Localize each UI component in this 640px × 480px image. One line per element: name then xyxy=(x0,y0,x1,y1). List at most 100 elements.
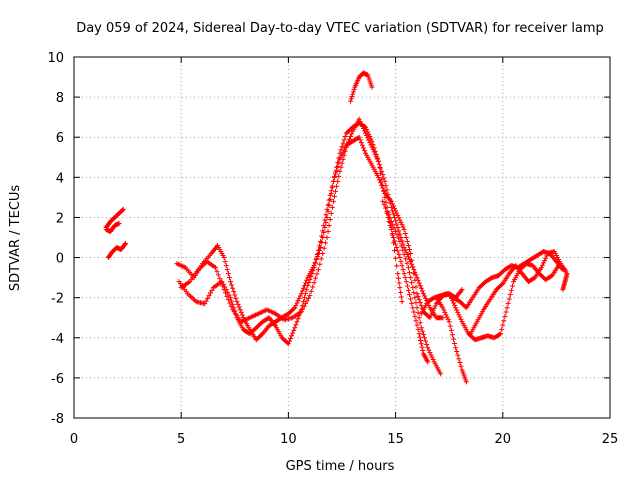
data-point xyxy=(226,275,232,281)
data-point xyxy=(417,283,423,289)
data-point xyxy=(217,276,223,282)
data-point xyxy=(418,325,424,331)
series-track-a xyxy=(103,206,126,230)
data-point xyxy=(408,275,414,281)
data-point xyxy=(395,235,401,241)
data-point xyxy=(304,298,310,304)
data-point xyxy=(392,214,398,220)
data-point xyxy=(384,210,390,216)
data-point xyxy=(505,300,511,306)
data-point xyxy=(411,309,417,315)
data-point xyxy=(232,292,238,298)
data-point xyxy=(301,303,307,309)
data-point xyxy=(453,345,459,351)
data-point xyxy=(297,293,303,299)
data-point xyxy=(365,135,371,141)
x-tick-label: 20 xyxy=(495,432,512,447)
data-point xyxy=(224,267,230,273)
series-track-j xyxy=(433,295,469,385)
data-point xyxy=(542,258,548,264)
data-point xyxy=(225,297,231,303)
data-point xyxy=(422,293,428,299)
data-point xyxy=(428,352,434,358)
data-point xyxy=(387,222,393,228)
data-point xyxy=(358,140,364,146)
series-track-i xyxy=(384,210,431,365)
data-point xyxy=(321,222,327,228)
data-point xyxy=(329,183,335,189)
data-point xyxy=(401,245,407,251)
data-point xyxy=(208,290,214,296)
data-point xyxy=(202,301,208,307)
data-point xyxy=(417,334,423,340)
data-point xyxy=(398,235,404,240)
data-point xyxy=(370,147,376,153)
data-point xyxy=(326,202,332,208)
data-point xyxy=(383,205,389,211)
data-point xyxy=(336,173,342,179)
data-point xyxy=(359,142,365,148)
data-point xyxy=(407,247,413,253)
data-point xyxy=(331,193,337,199)
data-point xyxy=(323,212,329,218)
data-point xyxy=(295,316,301,322)
axis-ticks xyxy=(73,56,611,419)
data-point xyxy=(446,291,452,297)
data-point xyxy=(396,280,402,286)
data-point xyxy=(120,206,126,212)
data-point xyxy=(122,242,128,248)
data-point xyxy=(235,301,241,307)
data-point xyxy=(449,332,455,338)
data-point xyxy=(315,247,321,253)
data-point xyxy=(373,154,379,160)
data-point xyxy=(392,238,398,244)
data-point xyxy=(454,348,460,354)
data-point xyxy=(506,296,512,302)
data-point xyxy=(458,316,464,322)
data-point xyxy=(396,251,402,257)
data-point xyxy=(307,293,313,299)
data-point xyxy=(312,260,318,266)
data-point xyxy=(393,228,399,234)
data-point xyxy=(447,323,453,329)
data-point xyxy=(342,134,348,140)
data-point xyxy=(381,202,387,208)
data-point xyxy=(382,178,388,184)
data-point xyxy=(286,338,292,344)
data-point xyxy=(414,305,420,311)
data-point xyxy=(366,137,372,143)
data-point xyxy=(324,235,330,240)
data-point xyxy=(418,341,424,347)
grid-lines xyxy=(74,57,610,418)
data-point xyxy=(360,126,366,132)
data-point xyxy=(385,214,391,220)
data-point xyxy=(450,300,456,306)
data-point xyxy=(390,211,396,217)
data-point xyxy=(503,309,509,315)
data-point xyxy=(455,309,461,315)
data-point xyxy=(408,296,414,302)
data-point xyxy=(214,268,220,274)
y-tick-label: -6 xyxy=(51,372,64,387)
data-point xyxy=(544,253,550,259)
data-point xyxy=(449,298,455,304)
data-point xyxy=(400,247,406,253)
data-point xyxy=(292,325,298,331)
y-tick-label: 0 xyxy=(56,252,64,267)
data-point xyxy=(324,214,330,220)
data-point xyxy=(225,271,231,277)
data-point xyxy=(325,202,331,208)
data-point xyxy=(339,160,345,166)
data-point xyxy=(324,206,330,212)
data-point xyxy=(428,312,434,318)
x-tick-labels: 0 5 10 15 20 25 xyxy=(70,432,618,447)
data-point xyxy=(313,275,319,281)
data-point xyxy=(362,128,368,134)
data-point xyxy=(326,197,332,203)
data-point xyxy=(404,260,410,266)
data-point xyxy=(400,224,406,230)
data-point xyxy=(223,290,229,296)
data-point xyxy=(424,341,430,347)
data-point xyxy=(458,363,464,369)
data-point xyxy=(234,299,240,305)
